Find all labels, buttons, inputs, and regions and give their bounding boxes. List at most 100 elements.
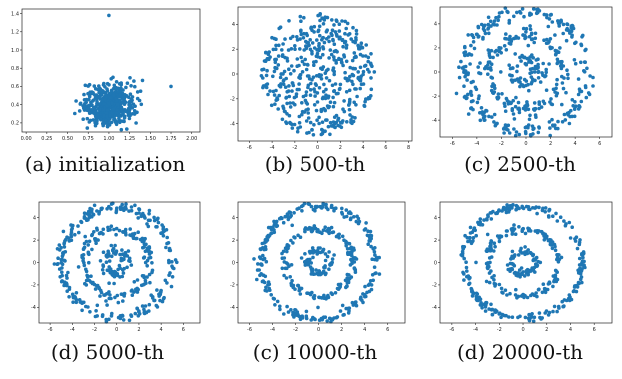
data-point bbox=[513, 133, 518, 138]
data-point bbox=[80, 308, 84, 313]
data-point bbox=[296, 313, 300, 318]
x-tick-label: 0 bbox=[521, 327, 524, 333]
x-tick-label: 4 bbox=[574, 141, 577, 147]
data-point bbox=[315, 38, 319, 42]
data-point bbox=[99, 290, 104, 295]
data-point bbox=[310, 78, 314, 82]
data-point bbox=[87, 252, 91, 257]
data-point bbox=[573, 239, 578, 243]
data-point bbox=[287, 19, 291, 23]
data-point bbox=[175, 260, 179, 265]
data-point bbox=[291, 241, 295, 245]
data-point bbox=[127, 318, 132, 323]
data-point bbox=[497, 239, 502, 244]
data-point bbox=[550, 46, 554, 50]
data-point bbox=[109, 77, 113, 81]
data-point bbox=[360, 298, 364, 303]
data-point bbox=[497, 282, 502, 287]
caption-b: (b) 500-th bbox=[264, 152, 366, 176]
data-point bbox=[320, 120, 325, 124]
data-point bbox=[295, 38, 300, 42]
data-point bbox=[486, 22, 491, 27]
x-tick-label: 4 bbox=[160, 327, 163, 333]
data-point bbox=[348, 97, 352, 102]
data-point bbox=[345, 120, 349, 124]
data-point bbox=[261, 85, 265, 90]
data-point bbox=[273, 60, 278, 65]
data-point bbox=[258, 247, 263, 251]
data-point bbox=[510, 232, 515, 236]
data-point bbox=[317, 44, 321, 48]
data-point bbox=[95, 228, 99, 232]
data-point bbox=[326, 293, 330, 298]
data-point bbox=[508, 291, 512, 296]
data-point bbox=[320, 131, 325, 136]
data-point bbox=[523, 245, 527, 249]
data-point bbox=[136, 216, 140, 220]
data-point bbox=[304, 309, 309, 314]
data-point bbox=[291, 310, 295, 315]
data-point bbox=[554, 51, 558, 56]
scatter-plot-a: 0.00 0.25 0.50 0.75 1.00 1.25 1.50 1.75 2.00 0.2 0… bbox=[11, 8, 201, 142]
data-point bbox=[560, 299, 564, 304]
data-point bbox=[88, 310, 92, 314]
data-point bbox=[583, 85, 588, 90]
data-point bbox=[331, 38, 335, 43]
data-point bbox=[164, 228, 169, 232]
data-point bbox=[375, 258, 379, 262]
data-point bbox=[573, 61, 578, 66]
data-point bbox=[358, 47, 362, 51]
data-point bbox=[268, 288, 272, 292]
data-point bbox=[524, 35, 528, 40]
data-point bbox=[128, 259, 132, 263]
data-point bbox=[98, 294, 102, 298]
data-point bbox=[283, 85, 288, 89]
x-tick-label: -4 bbox=[270, 327, 275, 333]
data-point bbox=[488, 19, 493, 24]
data-point bbox=[565, 26, 569, 31]
data-point bbox=[348, 113, 352, 117]
data-point bbox=[345, 247, 350, 251]
x-tick-label: 1.75 bbox=[165, 136, 176, 142]
data-point bbox=[308, 88, 313, 92]
data-point bbox=[499, 46, 503, 50]
data-point bbox=[84, 278, 89, 283]
data-point bbox=[347, 107, 352, 112]
data-point bbox=[561, 86, 566, 91]
data-point bbox=[352, 266, 357, 271]
data-point bbox=[347, 88, 352, 93]
x-tick-label: 6 bbox=[598, 141, 601, 147]
data-point bbox=[74, 99, 78, 103]
data-point bbox=[129, 314, 134, 318]
data-point bbox=[300, 316, 305, 320]
data-point bbox=[489, 255, 494, 259]
data-point bbox=[553, 33, 557, 37]
data-point bbox=[340, 206, 344, 211]
data-point bbox=[553, 248, 558, 253]
data-point bbox=[493, 309, 497, 314]
data-point bbox=[58, 275, 62, 279]
data-point bbox=[346, 250, 350, 255]
data-point bbox=[574, 235, 579, 239]
data-point bbox=[517, 110, 522, 115]
data-point bbox=[509, 78, 514, 82]
data-point bbox=[529, 31, 534, 36]
x-tick-label: -2 bbox=[293, 327, 298, 333]
data-point bbox=[566, 76, 570, 81]
data-point bbox=[471, 40, 476, 44]
data-point bbox=[274, 66, 278, 70]
data-point bbox=[512, 14, 516, 19]
data-point bbox=[524, 62, 528, 67]
data-point bbox=[273, 102, 277, 106]
y-tick-label: -2 bbox=[31, 283, 36, 289]
data-point bbox=[123, 93, 127, 97]
data-point bbox=[557, 24, 561, 28]
data-point bbox=[568, 31, 572, 35]
data-point bbox=[314, 74, 319, 78]
data-point bbox=[573, 100, 577, 104]
data-point bbox=[524, 103, 529, 108]
data-point bbox=[284, 76, 288, 81]
data-point bbox=[501, 205, 506, 210]
data-point bbox=[334, 32, 339, 37]
data-point bbox=[354, 28, 359, 33]
